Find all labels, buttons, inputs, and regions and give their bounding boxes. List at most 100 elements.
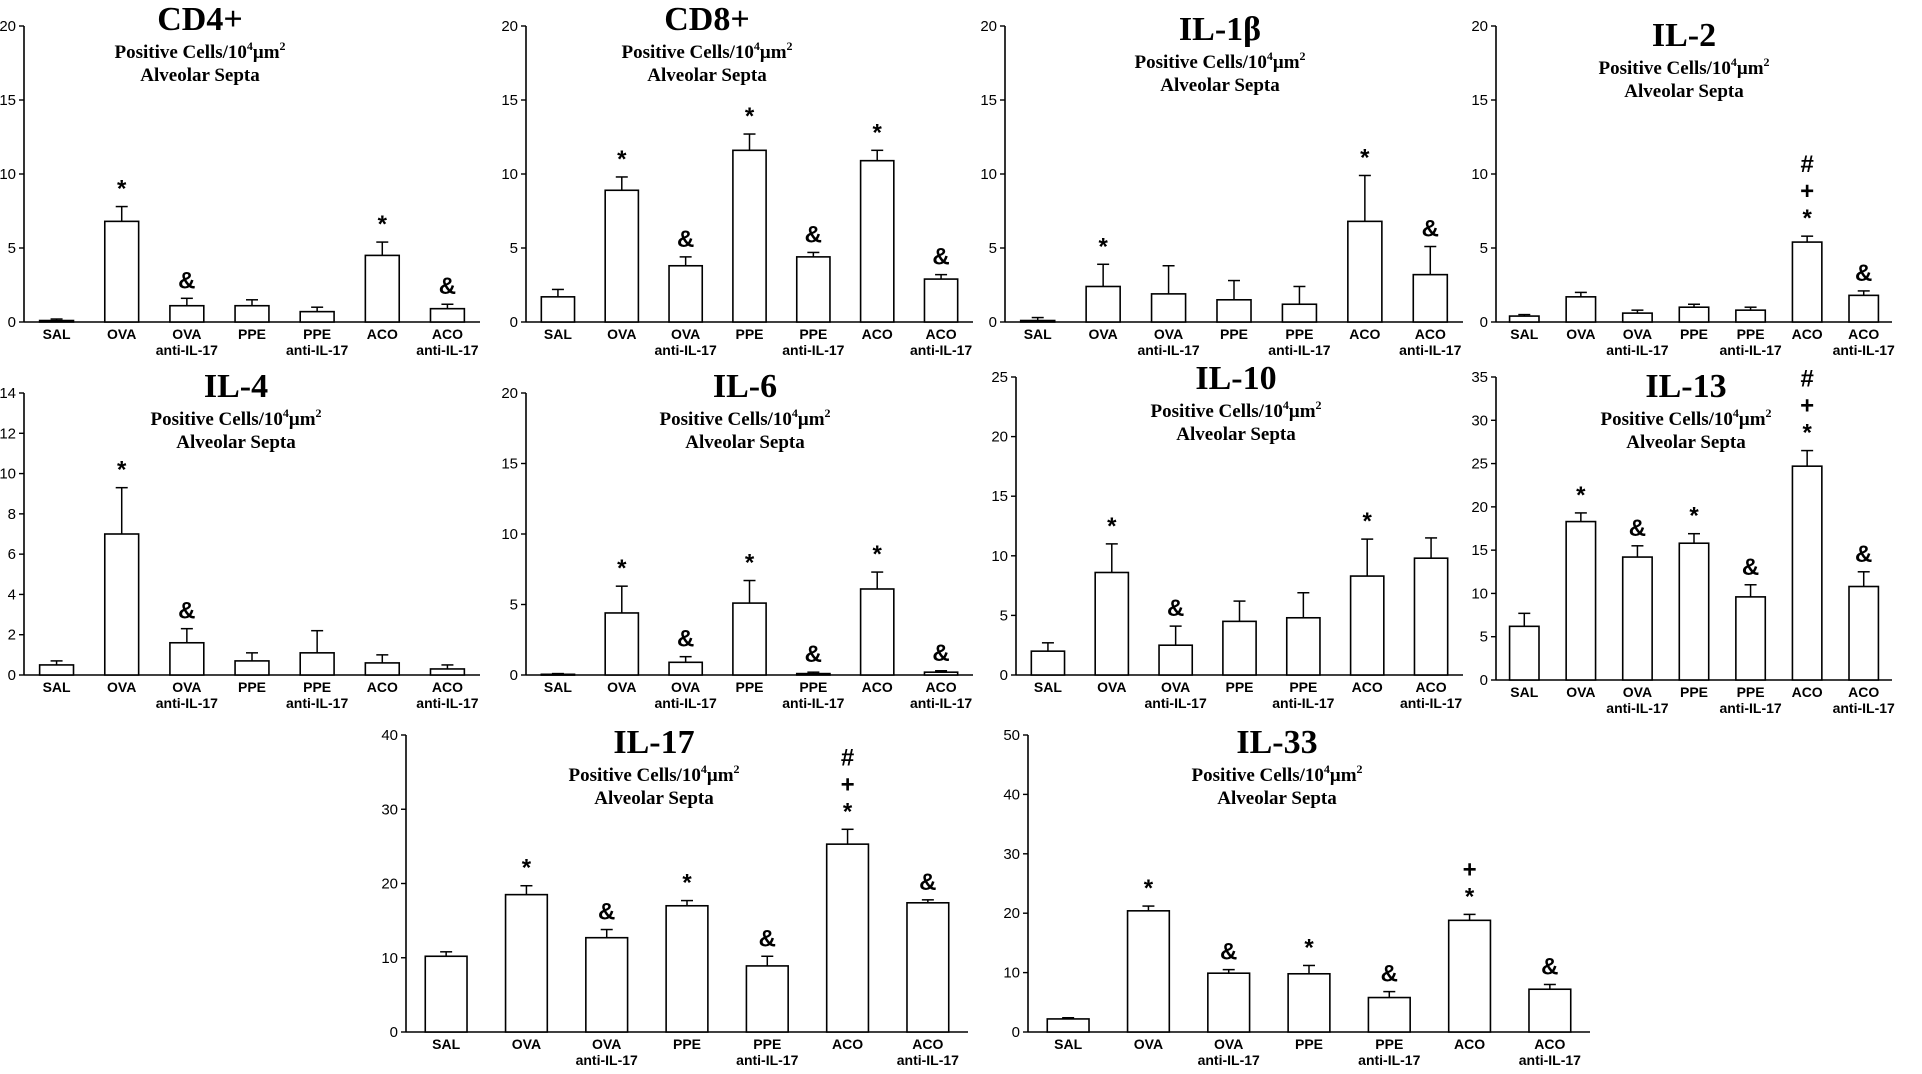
panel-title: CD4+ [157, 1, 242, 38]
x-category-label: SAL [544, 679, 572, 695]
panel-il-2: 0 5 10 15 20 SAL OVA OVA anti-IL-17 PPE PPE anti-IL… [1471, 17, 1895, 358]
y-tick-label: 15 [991, 488, 1008, 505]
bar-sal [1508, 625, 1540, 681]
bar-ova [103, 533, 140, 676]
significance-marker: & [932, 244, 949, 271]
significance-marker: # + * [1800, 151, 1814, 232]
bar-ppe [1678, 306, 1710, 323]
y-tick-label: 20 [501, 18, 518, 35]
panel-subtitle-region: Alveolar Septa [176, 432, 296, 453]
significance-marker: & [439, 273, 456, 300]
panel-subtitle-region: Alveolar Septa [647, 65, 767, 86]
x-category-label: ACO [1349, 326, 1380, 342]
panel-title: IL-33 [1236, 725, 1317, 761]
panel-cd8plus: 0 5 10 15 20 SAL * OVA & OVA anti-IL-17 * PPE & PPE ant… [501, 1, 973, 358]
bar-ova-anti-il-17 [169, 304, 205, 323]
bar-aco [1349, 575, 1385, 676]
significance-marker: & [677, 626, 694, 653]
y-tick-label: 15 [501, 92, 518, 109]
x-category-label: OVA [607, 679, 636, 695]
panel-subtitle-region: Alveolar Septa [594, 788, 714, 809]
significance-marker: * [117, 457, 127, 484]
panel-title: CD8+ [664, 1, 749, 38]
significance-marker: * [745, 103, 755, 130]
y-tick-label: 30 [1471, 412, 1488, 429]
x-category-label: PPE [238, 679, 266, 695]
x-category-label: SAL [1510, 684, 1538, 700]
bar-ppe-anti-il-17 [1285, 616, 1321, 676]
bar-ova [1126, 910, 1171, 1033]
panel-title: IL-1β [1179, 11, 1261, 48]
panel-cd4plus: 0 5 10 15 20 SAL * OVA & OVA anti-IL-17 PPE PPE anti-… [0, 1, 480, 358]
y-tick-label: 0 [8, 314, 16, 331]
x-category-label: OVA anti-IL-17 [1606, 684, 1668, 716]
x-category-label: ACO [367, 679, 398, 695]
x-category-label: PPE [673, 1036, 701, 1052]
significance-marker: & [1629, 515, 1646, 542]
bar-ppe [234, 304, 270, 323]
bar-aco [1347, 220, 1383, 323]
x-category-label: ACO anti-IL-17 [1519, 1036, 1581, 1068]
y-tick-label: 0 [1000, 667, 1008, 684]
panel-title: IL-4 [204, 368, 268, 405]
x-category-label: OVA [512, 1036, 541, 1052]
bar-ppe-anti-il-17 [795, 256, 831, 323]
y-tick-label: 20 [501, 385, 518, 402]
bar-aco-anti-il-17 [906, 902, 950, 1033]
y-tick-label: 10 [1471, 166, 1488, 183]
bar-ova-anti-il-17 [1621, 556, 1653, 681]
significance-marker: * [617, 146, 627, 173]
significance-marker: + * [1463, 856, 1477, 910]
bar-ppe-anti-il-17 [1735, 309, 1767, 323]
y-tick-label: 0 [510, 667, 518, 684]
y-tick-label: 8 [8, 506, 16, 523]
significance-marker: * [1098, 233, 1108, 260]
bar-aco-anti-il-17 [1413, 557, 1449, 676]
significance-marker: * [1576, 482, 1586, 509]
x-category-label: OVA [107, 679, 136, 695]
significance-marker: * [117, 176, 127, 203]
y-tick-label: 0 [989, 314, 997, 331]
x-category-label: ACO [862, 326, 893, 342]
panel-title: IL-2 [1652, 17, 1716, 54]
panel-il-4: 0 2 4 6 8 10 12 14 SAL * OVA & OVA anti-IL-17 PPE PPE an… [0, 368, 480, 711]
bar-aco [1791, 465, 1823, 681]
x-category-label: PPE [735, 326, 763, 342]
x-category-label: OVA [607, 326, 636, 342]
x-category-label: PPE anti-IL-17 [1268, 326, 1330, 358]
bar-ppe [732, 602, 767, 676]
bar-aco [364, 254, 401, 323]
y-tick-label: 10 [980, 166, 997, 183]
y-tick-label: 0 [8, 667, 16, 684]
x-category-label: OVA [1566, 684, 1595, 700]
y-tick-label: 5 [8, 240, 16, 257]
significance-marker: * [1107, 513, 1117, 540]
y-tick-label: 10 [501, 526, 518, 543]
bar-ova-anti-il-17 [1150, 293, 1187, 323]
significance-marker: & [759, 925, 776, 952]
bar-ppe [234, 660, 270, 676]
x-category-label: PPE anti-IL-17 [286, 679, 348, 711]
bar-sal [424, 955, 468, 1033]
panel-title: IL-13 [1645, 368, 1726, 405]
bar-ppe-anti-il-17 [1367, 996, 1411, 1033]
bar-ppe-anti-il-17 [299, 652, 335, 676]
x-category-label: PPE [1220, 326, 1248, 342]
significance-marker: & [1167, 595, 1184, 622]
y-tick-label: 40 [381, 727, 398, 744]
y-tick-label: 20 [0, 18, 16, 35]
significance-marker: * [873, 119, 883, 146]
panel-il-1beta: 0 5 10 15 20 SAL * OVA OVA anti-IL-17 PPE PPE anti-I… [980, 11, 1463, 358]
bar-sal [1508, 315, 1540, 323]
x-category-label: OVA anti-IL-17 [1198, 1036, 1260, 1068]
significance-marker: & [1381, 961, 1398, 988]
y-tick-label: 10 [0, 166, 16, 183]
x-category-label: OVA anti-IL-17 [156, 679, 218, 711]
y-tick-label: 10 [501, 166, 518, 183]
x-category-label: OVA anti-IL-17 [1137, 326, 1199, 358]
x-category-label: SAL [1054, 1036, 1082, 1052]
y-tick-label: 4 [8, 586, 16, 603]
panel-subtitle-units: Positive Cells/104μm2 [1134, 49, 1305, 73]
panel-il-6: 0 5 10 15 20 SAL * OVA & OVA anti-IL-17 * PPE & PPE ant… [501, 368, 973, 711]
